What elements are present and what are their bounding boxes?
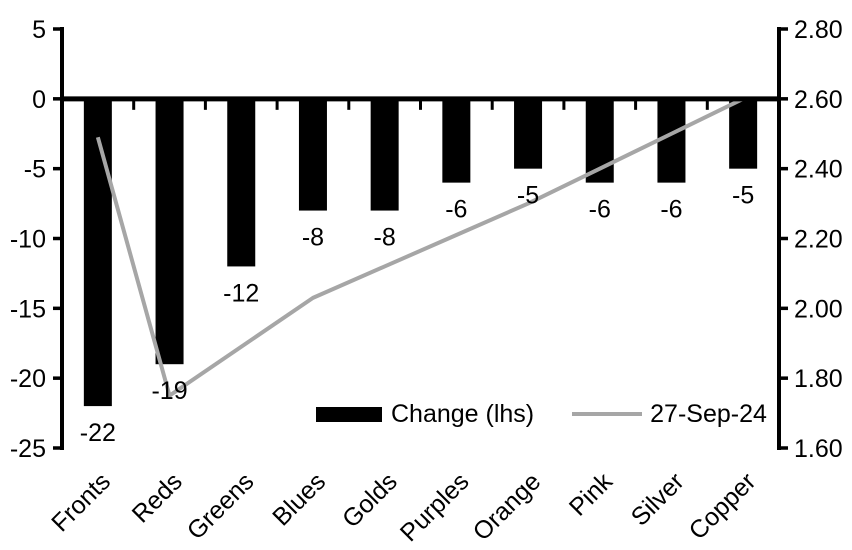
bar-value-label: -5: [517, 182, 539, 210]
category-label-greens: Greens: [182, 467, 260, 545]
left-axis-tick-label: 0: [32, 86, 46, 114]
bar-fronts: [83, 100, 112, 407]
category-label-silver: Silver: [626, 467, 690, 531]
right-axis-tick-label: 1.60: [794, 435, 843, 463]
right-axis-tick-label: 2.00: [794, 295, 843, 323]
bar-value-label: -22: [80, 419, 116, 447]
category-label-golds: Golds: [337, 467, 403, 533]
right-axis-tick-label: 2.20: [794, 226, 843, 254]
bar-value-label: -6: [660, 196, 682, 224]
bar-purples: [442, 100, 471, 183]
right-axis-tick-label: 2.40: [794, 156, 843, 184]
legend: Change (lhs) 27-Sep-24: [316, 398, 767, 430]
left-axis-tick-label: -20: [10, 365, 46, 393]
left-axis-tick-label: -25: [10, 435, 46, 463]
category-label-fronts: Fronts: [46, 467, 116, 537]
right-axis-tick-label: 1.80: [794, 365, 843, 393]
bar-value-label: -8: [374, 224, 396, 252]
bar-value-label: -6: [445, 196, 467, 224]
bar-reds: [155, 100, 184, 365]
category-label-blues: Blues: [267, 467, 331, 531]
legend-bar-label: Change (lhs): [391, 399, 535, 428]
right-axis-tick-label: 2.60: [794, 86, 843, 114]
left-axis-tick-label: 5: [32, 16, 46, 44]
category-label-pink: Pink: [564, 467, 619, 522]
bar-value-label: -19: [151, 377, 187, 405]
bar-value-label: -6: [589, 196, 611, 224]
left-axis-tick-label: -10: [10, 226, 46, 254]
bar-value-label: -8: [302, 224, 324, 252]
legend-line-label: 27-Sep-24: [650, 399, 767, 428]
bar-silver: [657, 100, 686, 183]
category-label-orange: Orange: [468, 467, 547, 546]
bar-orange: [514, 100, 543, 169]
legend-line-swatch-icon: [572, 412, 643, 416]
bar-golds: [370, 100, 399, 211]
left-axis-tick-label: -5: [24, 156, 46, 184]
category-label-copper: Copper: [684, 467, 762, 545]
bar-value-label: -5: [732, 182, 754, 210]
legend-bar-swatch-icon: [316, 406, 382, 422]
category-label-reds: Reds: [127, 467, 188, 528]
bar-value-label: -12: [223, 279, 259, 307]
bar-copper: [729, 100, 758, 169]
line-series: [95, 97, 745, 398]
right-axis-tick-label: 2.80: [794, 16, 843, 44]
left-axis-tick-label: -15: [10, 295, 46, 323]
bar-greens: [227, 100, 256, 267]
bar-blues: [298, 100, 327, 211]
category-label-purples: Purples: [395, 467, 475, 547]
